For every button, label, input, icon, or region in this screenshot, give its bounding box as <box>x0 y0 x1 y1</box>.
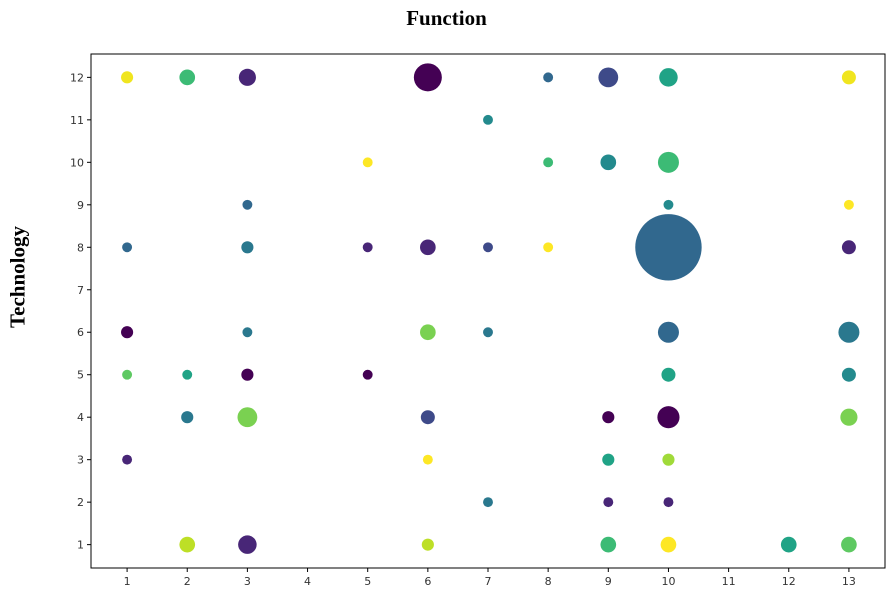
data-point <box>363 242 373 252</box>
data-point <box>421 410 435 424</box>
x-tick-label: 4 <box>304 575 311 588</box>
y-tick-label: 9 <box>77 199 84 212</box>
data-point <box>602 411 614 423</box>
data-point <box>543 157 553 167</box>
data-point <box>422 539 434 551</box>
plot-frame <box>91 54 885 568</box>
data-point <box>602 454 614 466</box>
data-point <box>598 67 618 87</box>
data-point <box>600 154 616 170</box>
data-point <box>242 327 252 337</box>
data-point <box>661 537 677 553</box>
data-point <box>600 537 616 553</box>
y-tick-label: 10 <box>70 156 84 169</box>
x-tick-label: 6 <box>424 575 431 588</box>
y-tick-label: 7 <box>77 284 84 297</box>
data-point <box>658 322 679 343</box>
data-point <box>842 240 856 254</box>
points-layer <box>121 63 859 554</box>
x-tick-label: 3 <box>244 575 251 588</box>
x-tick-label: 9 <box>605 575 612 588</box>
data-point <box>420 239 436 255</box>
data-point <box>241 241 253 253</box>
data-point <box>841 537 857 553</box>
data-point <box>781 537 797 553</box>
x-tick-label: 8 <box>545 575 552 588</box>
y-tick-label: 5 <box>77 369 84 382</box>
y-tick-label: 1 <box>77 539 84 552</box>
x-tick-label: 11 <box>722 575 736 588</box>
x-tick-label: 13 <box>842 575 856 588</box>
data-point <box>543 72 553 82</box>
data-point <box>423 455 433 465</box>
data-point <box>662 454 674 466</box>
data-point <box>237 407 257 427</box>
data-point <box>420 324 436 340</box>
data-point <box>664 497 674 507</box>
data-point <box>635 214 701 280</box>
data-point <box>242 200 252 210</box>
data-point <box>179 537 195 553</box>
data-point <box>182 370 192 380</box>
data-point <box>658 152 679 173</box>
data-point <box>842 368 856 382</box>
y-tick-label: 3 <box>77 454 84 467</box>
data-point <box>179 70 195 86</box>
data-point <box>122 455 132 465</box>
data-point <box>661 368 675 382</box>
y-tick-label: 6 <box>77 326 84 339</box>
data-point <box>239 69 256 86</box>
data-point <box>483 497 493 507</box>
data-point <box>838 322 859 343</box>
data-point <box>483 115 493 125</box>
data-point <box>238 535 257 554</box>
data-point <box>181 411 193 423</box>
data-point <box>840 409 857 426</box>
y-tick-label: 12 <box>70 71 84 84</box>
x-tick-label: 1 <box>124 575 131 588</box>
data-point <box>363 370 373 380</box>
y-tick-label: 11 <box>70 114 84 127</box>
data-point <box>842 70 856 84</box>
y-tick-label: 2 <box>77 496 84 509</box>
data-point <box>483 327 493 337</box>
data-point <box>483 242 493 252</box>
y-axis-ticks: 123456789101112 <box>70 71 91 551</box>
data-point <box>122 242 132 252</box>
data-point <box>363 157 373 167</box>
data-point <box>844 200 854 210</box>
x-tick-label: 10 <box>661 575 675 588</box>
data-point <box>241 369 253 381</box>
x-tick-label: 12 <box>782 575 796 588</box>
x-axis-ticks: 12345678910111213 <box>124 568 856 588</box>
data-point <box>121 326 133 338</box>
data-point <box>543 242 553 252</box>
y-tick-label: 4 <box>77 411 84 424</box>
data-point <box>657 406 679 428</box>
data-point <box>414 63 442 91</box>
x-tick-label: 2 <box>184 575 191 588</box>
x-tick-label: 7 <box>485 575 492 588</box>
data-point <box>121 71 133 83</box>
data-point <box>664 200 674 210</box>
x-tick-label: 5 <box>364 575 371 588</box>
data-point <box>659 68 678 87</box>
data-point <box>122 370 132 380</box>
data-point <box>603 497 613 507</box>
y-tick-label: 8 <box>77 241 84 254</box>
